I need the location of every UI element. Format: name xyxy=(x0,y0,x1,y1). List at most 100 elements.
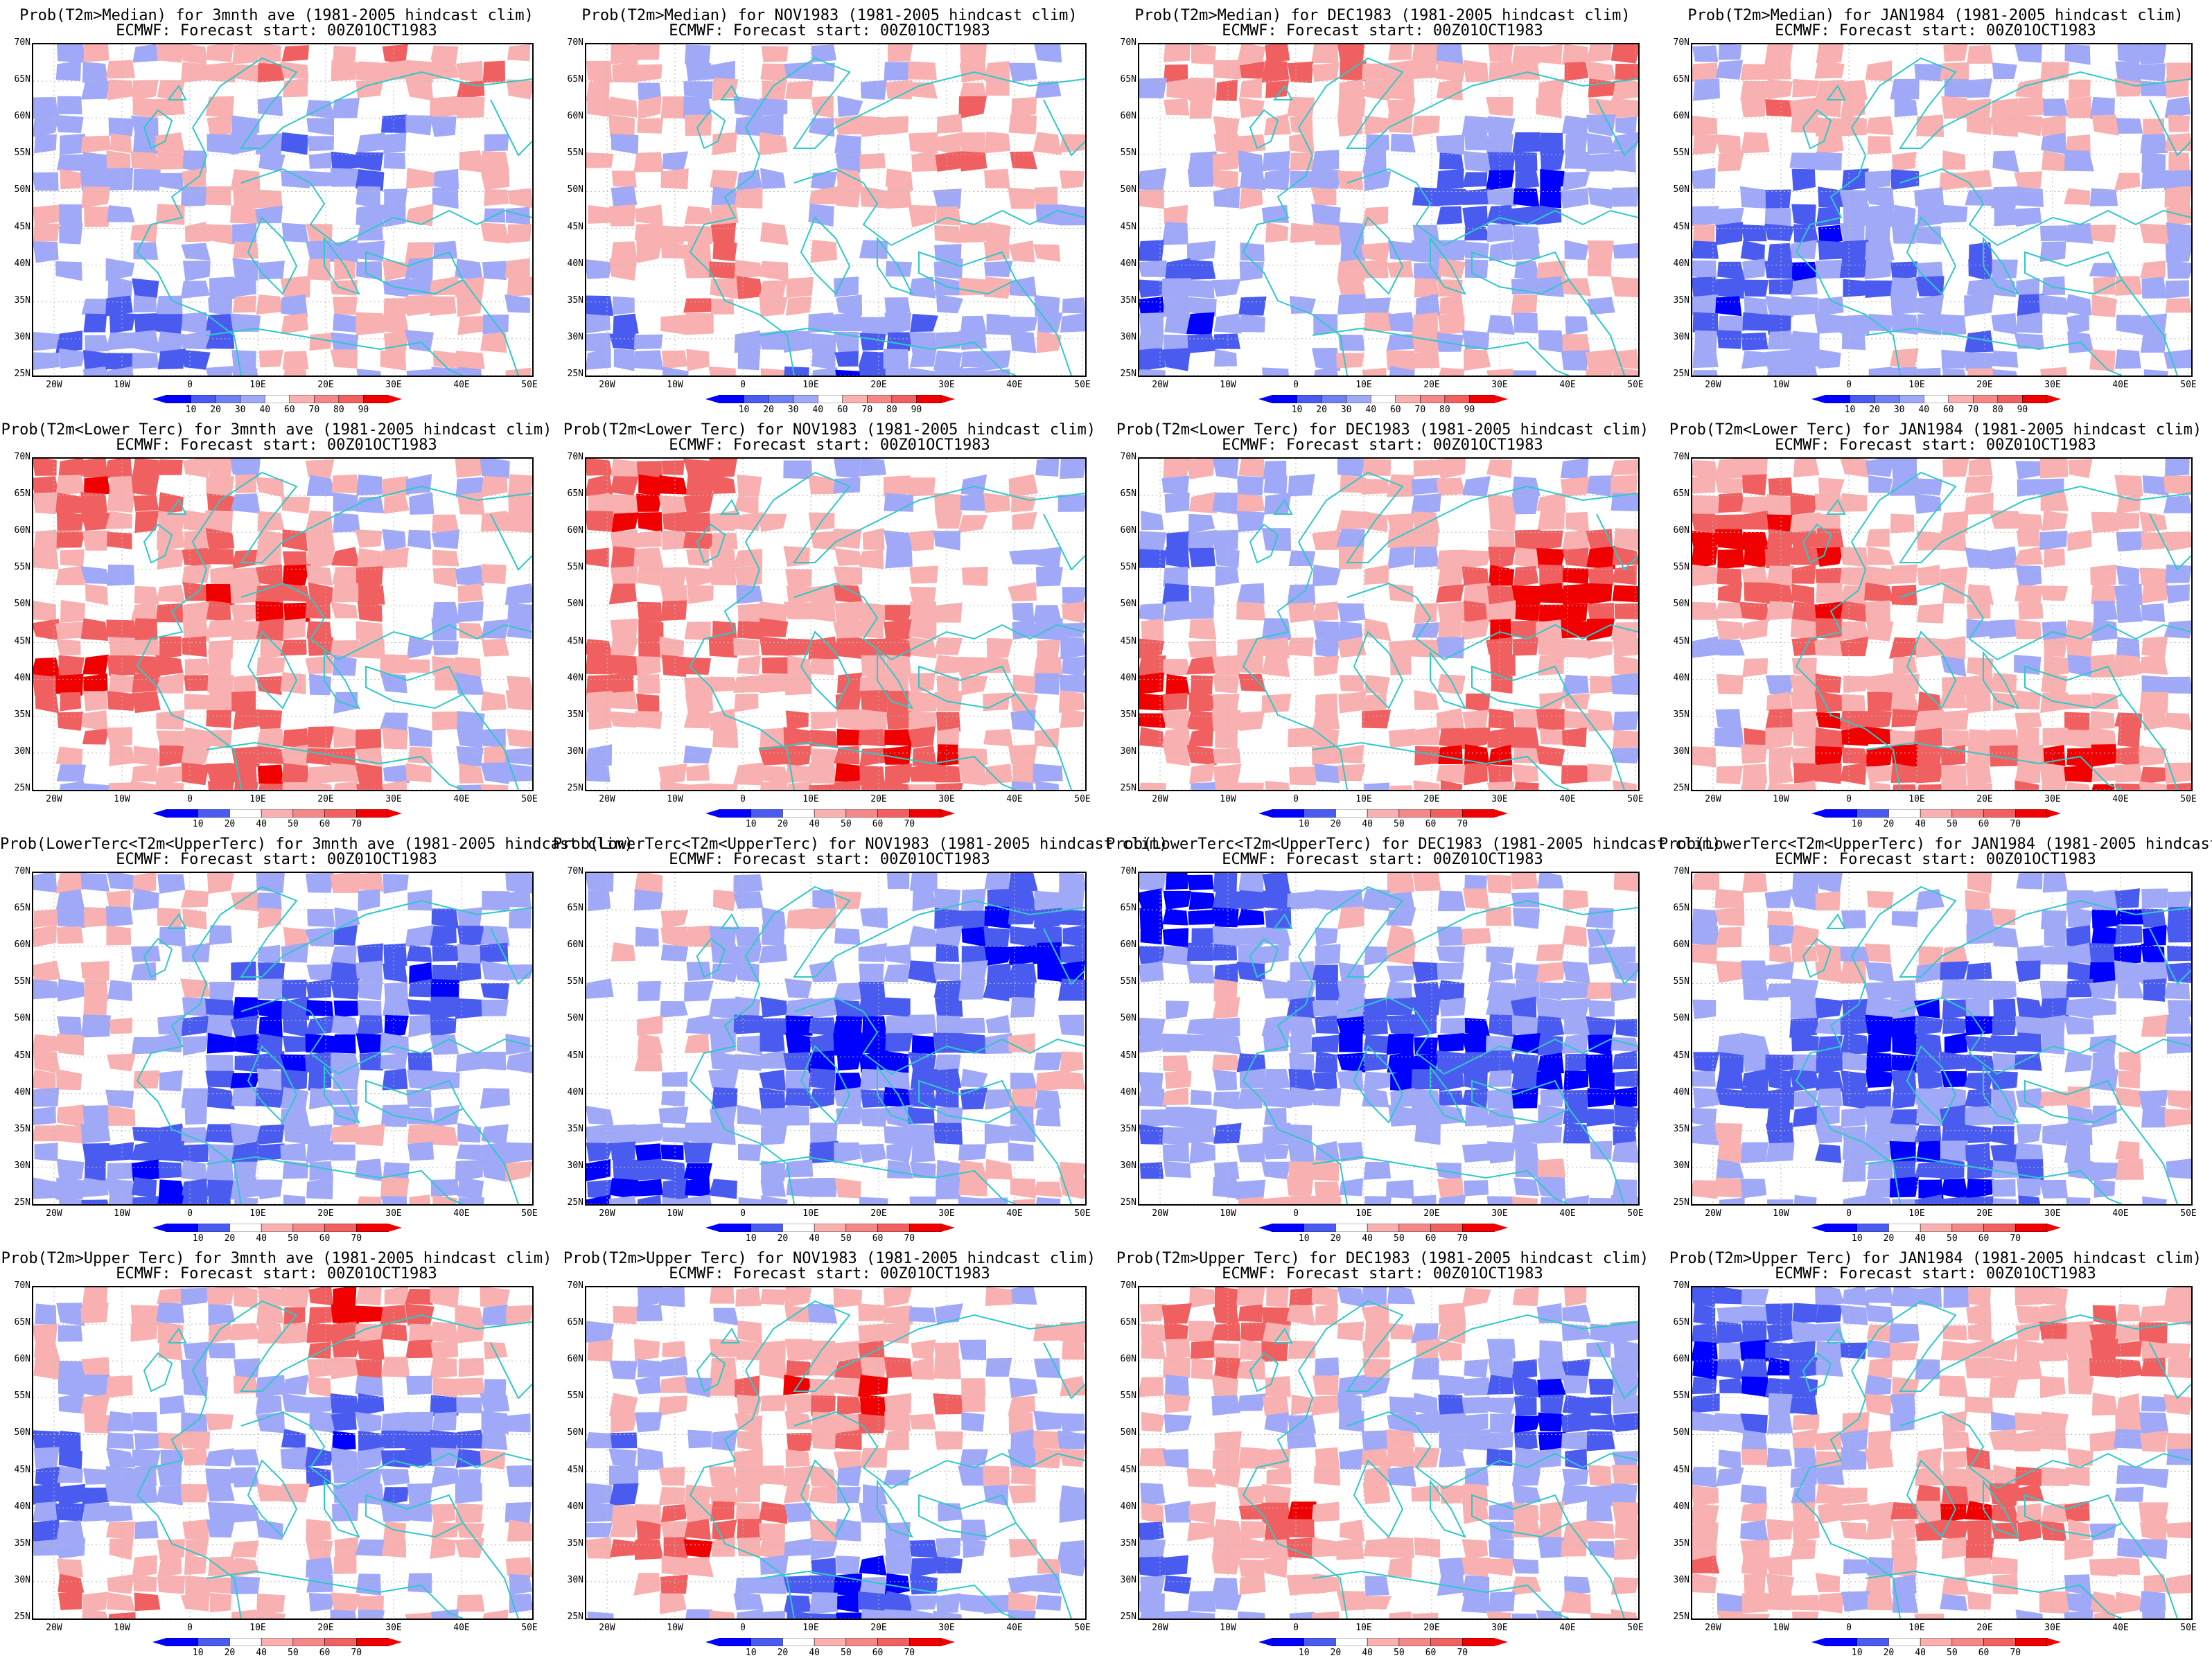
colorbar-label: 20 xyxy=(1325,1648,1346,1658)
field-cell xyxy=(1512,46,1540,64)
field-cell xyxy=(884,493,913,512)
probability-map xyxy=(585,1286,1087,1620)
latitude-label: 55N xyxy=(1662,976,1689,987)
field-cell xyxy=(1165,1375,1189,1397)
field-cell xyxy=(357,224,383,240)
field-cell xyxy=(1241,1323,1267,1341)
field-cell xyxy=(1261,1484,1290,1505)
colorbar-segment xyxy=(1469,395,1494,403)
field-cell xyxy=(307,1323,335,1343)
longitude-label: 10W xyxy=(105,1623,139,1633)
field-cell xyxy=(613,297,635,315)
field-cell xyxy=(1915,889,1944,910)
field-cell xyxy=(1563,568,1590,584)
field-cell xyxy=(434,169,459,189)
field-cell xyxy=(1010,997,1036,1018)
field-cell xyxy=(281,1323,308,1344)
field-cell xyxy=(1840,763,1867,785)
latitude-label: 35N xyxy=(556,1538,583,1549)
field-cell xyxy=(1994,204,2018,227)
field-cell xyxy=(106,619,134,640)
latitude-label: 45N xyxy=(3,1050,30,1061)
field-cell xyxy=(481,691,507,711)
field-cell xyxy=(1965,1106,1993,1126)
field-cell xyxy=(1490,654,1516,676)
field-cell xyxy=(132,1555,157,1578)
field-cell xyxy=(859,1555,887,1576)
field-cell xyxy=(1139,783,1166,790)
field-cell xyxy=(1265,222,1288,242)
field-cell xyxy=(1893,1555,1917,1578)
longitude-label: 40E xyxy=(1550,1208,1585,1219)
field-cell xyxy=(457,1594,485,1612)
field-cell xyxy=(358,979,383,1000)
field-cell xyxy=(685,1178,710,1197)
field-cell xyxy=(787,746,812,767)
field-cell xyxy=(356,369,383,376)
latitude-label: 65N xyxy=(1109,74,1136,85)
field-cell xyxy=(1790,366,1820,376)
field-cell xyxy=(1741,1503,1767,1522)
field-cell xyxy=(1741,1614,1770,1619)
latitude-label: 55N xyxy=(1109,148,1136,158)
field-cell xyxy=(1766,1122,1794,1145)
field-cell xyxy=(159,1070,183,1092)
field-cell xyxy=(1891,1088,1917,1109)
field-cell xyxy=(1059,1071,1085,1090)
field-cell xyxy=(1562,530,1589,551)
field-cell xyxy=(405,1431,434,1449)
colorbar-label: 10 xyxy=(741,819,762,829)
field-cell xyxy=(1941,1341,1969,1360)
field-cell xyxy=(107,532,132,549)
colorbar-label: 10 xyxy=(188,819,209,829)
field-cell xyxy=(84,476,110,494)
colorbar-label: 10 xyxy=(741,1233,762,1244)
field-cell xyxy=(1891,565,1917,584)
field-cell xyxy=(1765,1055,1793,1073)
map-field xyxy=(586,459,1085,790)
field-cell xyxy=(1266,1287,1288,1307)
field-cell xyxy=(2040,62,2069,82)
field-cell xyxy=(837,1052,862,1070)
field-cell xyxy=(1191,1090,1212,1105)
latitude-label: 45N xyxy=(3,636,30,646)
field-cell xyxy=(56,60,81,81)
field-cell xyxy=(760,1050,788,1068)
field-cell xyxy=(1565,316,1588,335)
field-cell xyxy=(1614,1538,1638,1560)
map-field xyxy=(1139,1287,1638,1619)
field-cell xyxy=(1866,1519,1892,1540)
field-cell xyxy=(586,1501,614,1522)
field-cell xyxy=(1536,1177,1565,1199)
latitude-label: 40N xyxy=(556,1087,583,1097)
field-cell xyxy=(958,330,987,350)
field-cell xyxy=(1718,1449,1741,1470)
field-cell xyxy=(586,639,613,655)
field-cell xyxy=(431,618,456,640)
field-cell xyxy=(636,1520,660,1540)
field-cell xyxy=(1610,276,1638,297)
field-cell xyxy=(284,1375,309,1395)
field-cell xyxy=(1840,1503,1870,1522)
field-cell xyxy=(961,1393,985,1412)
field-cell xyxy=(935,1431,963,1450)
field-cell xyxy=(1537,583,1565,603)
field-cell xyxy=(933,655,962,674)
field-cell xyxy=(1943,1451,1968,1470)
latitude-label: 50N xyxy=(3,1013,30,1023)
latitude-label: 65N xyxy=(1109,903,1136,913)
field-cell xyxy=(1213,1070,1237,1091)
field-cell xyxy=(933,1033,963,1053)
colorbar-label: 90 xyxy=(353,405,374,415)
field-cell xyxy=(1387,546,1414,569)
field-cell xyxy=(1286,1519,1315,1537)
field-cell xyxy=(658,764,687,784)
field-cell xyxy=(1489,513,1516,531)
field-cell xyxy=(2069,459,2093,479)
field-cell xyxy=(206,44,234,62)
field-cell xyxy=(1943,1287,1969,1308)
field-cell xyxy=(259,350,283,368)
field-cell xyxy=(861,317,886,335)
field-cell xyxy=(1715,603,1744,619)
field-cell xyxy=(1915,1614,1945,1619)
